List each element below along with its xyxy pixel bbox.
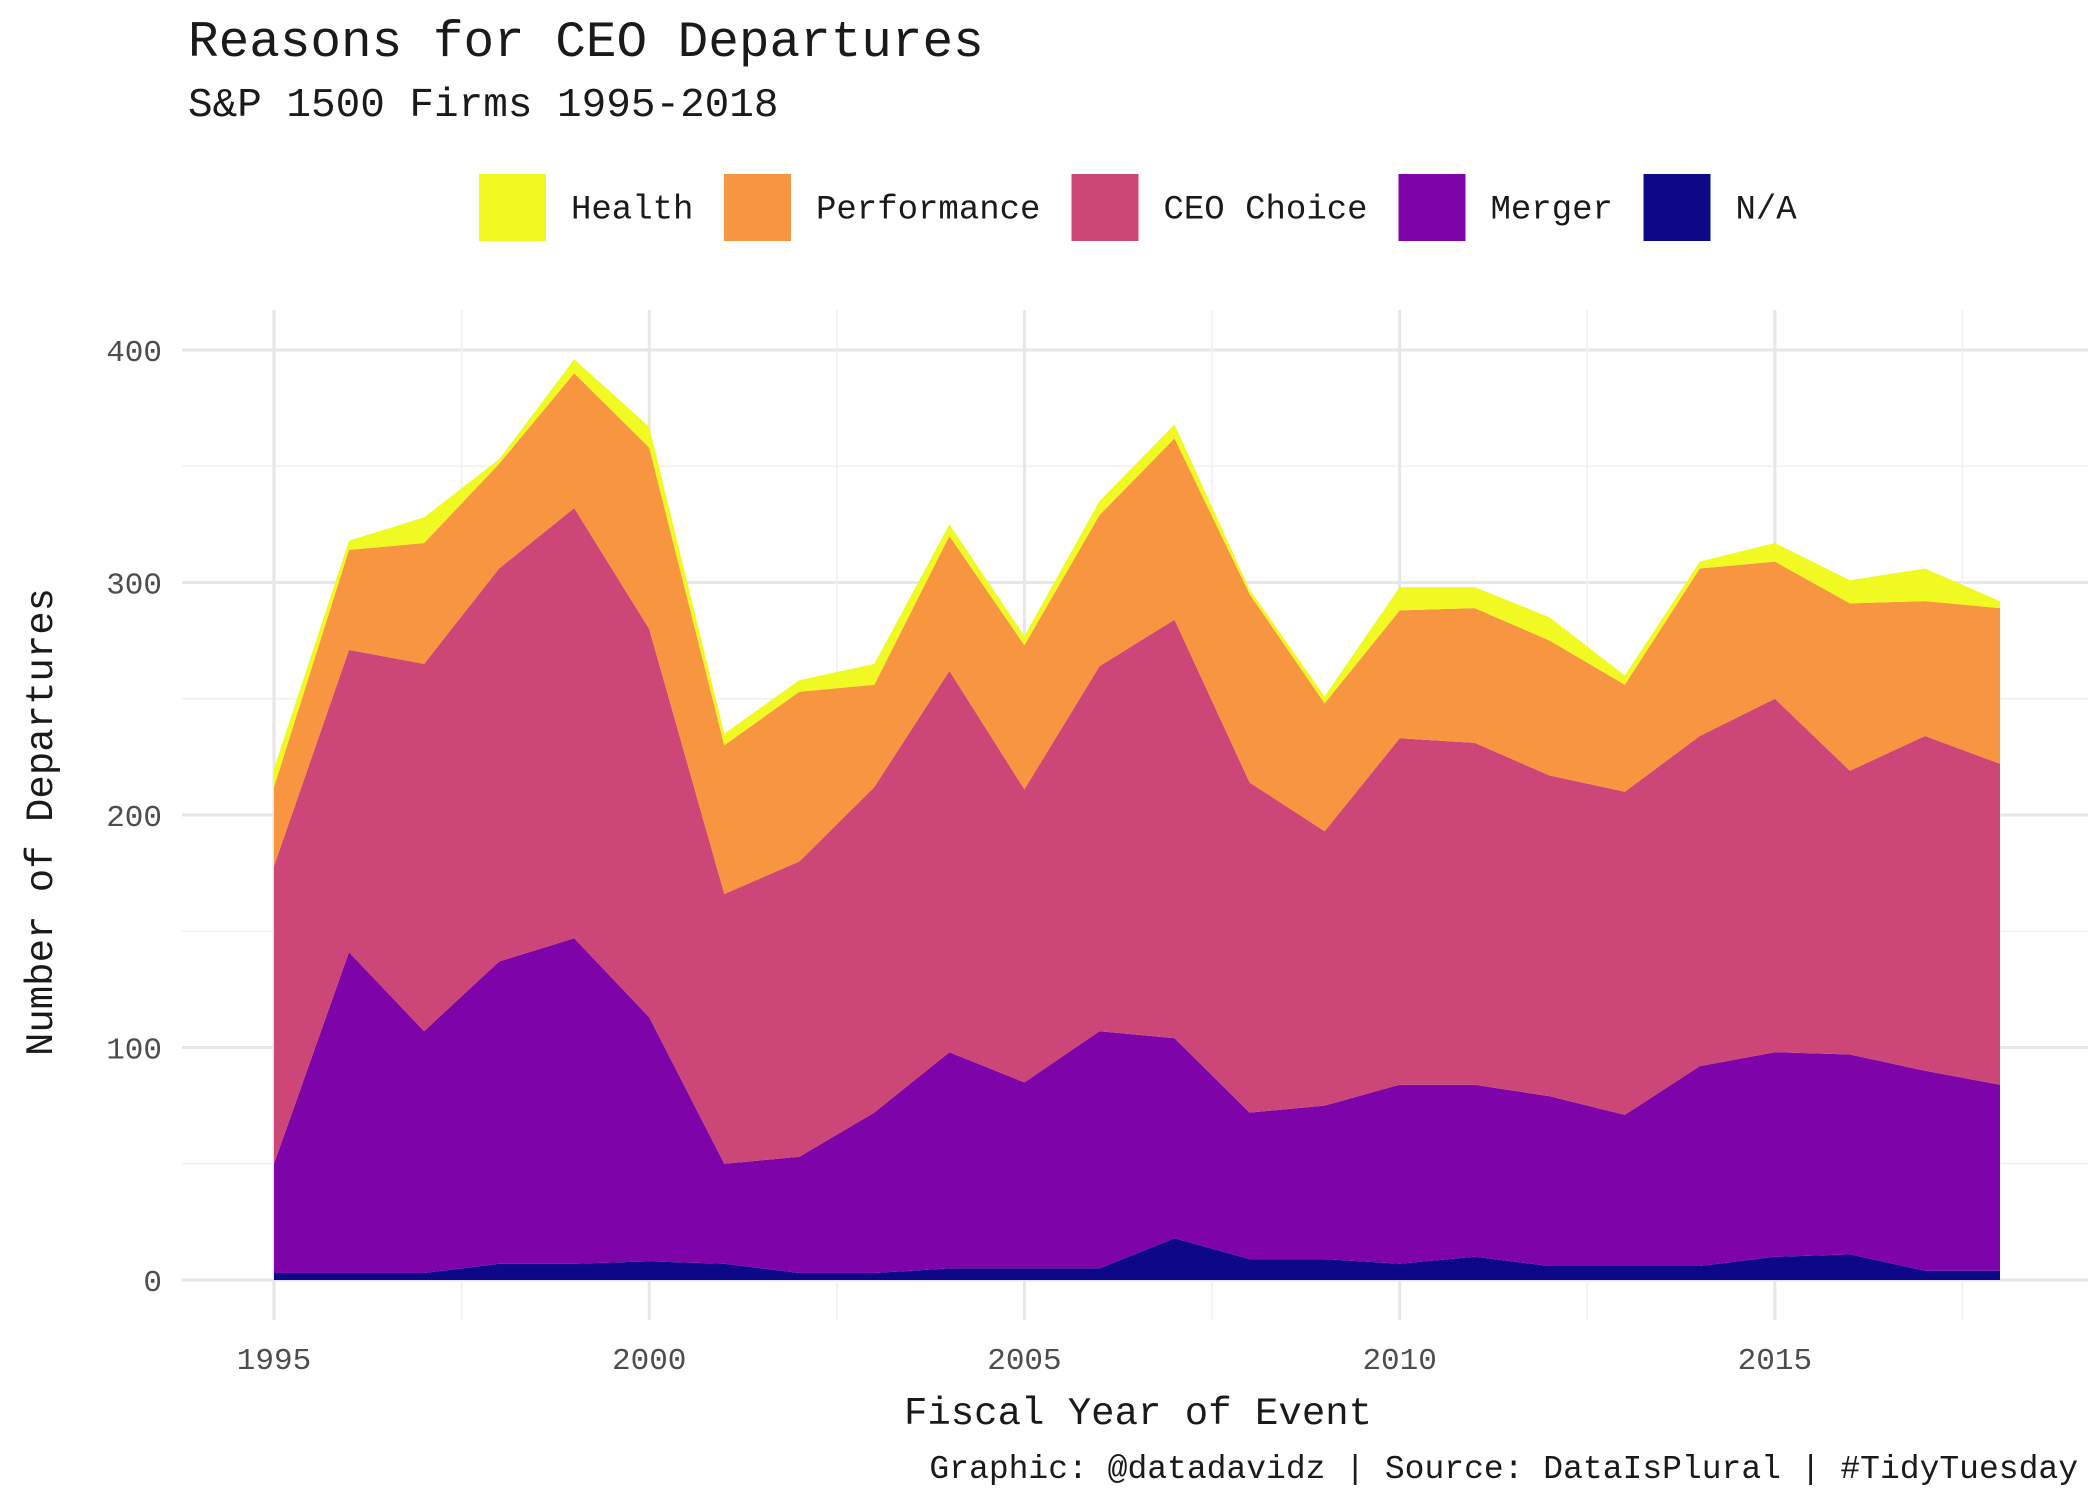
area-series-merger xyxy=(274,938,2000,1273)
x-tick-label: 2015 xyxy=(1738,1344,1812,1379)
plot-areas xyxy=(274,359,2000,1280)
x-tick-label: 2000 xyxy=(612,1344,686,1379)
legend-key-n-a xyxy=(1643,174,1711,241)
legend-label-n-a: N/A xyxy=(1736,192,1798,230)
area-series-ceo-choice xyxy=(274,508,2000,1164)
area-series-performance xyxy=(274,373,2000,894)
y-axis-ticks: 0 100 200 300 400 xyxy=(106,336,162,1301)
legend-key-health xyxy=(479,174,546,241)
x-tick-label: 2010 xyxy=(1362,1344,1436,1379)
legend: Health Performance CEO Choice Merger N/A xyxy=(479,174,1797,241)
y-tick-label: 100 xyxy=(106,1034,162,1069)
y-tick-label: 200 xyxy=(106,801,162,836)
legend-label-health: Health xyxy=(571,192,693,230)
legend-label-ceo-choice: CEO Choice xyxy=(1164,192,1368,230)
legend-key-ceo-choice xyxy=(1071,174,1139,241)
y-tick-label: 0 xyxy=(143,1266,162,1301)
x-axis-title: Fiscal Year of Event xyxy=(904,1392,1372,1436)
y-tick-label: 400 xyxy=(106,336,162,371)
y-tick-label: 300 xyxy=(106,569,162,604)
x-tick-label: 1995 xyxy=(237,1344,311,1379)
legend-label-performance: Performance xyxy=(816,192,1040,230)
x-axis-ticks: 1995 2000 2005 2010 2015 xyxy=(237,1344,1812,1379)
chart-subtitle: S&P 1500 Firms 1995-2018 xyxy=(188,83,779,129)
legend-key-performance xyxy=(724,174,791,241)
y-axis-title: Number of Departures xyxy=(20,588,64,1056)
legend-label-merger: Merger xyxy=(1491,192,1613,230)
x-tick-label: 2005 xyxy=(987,1344,1061,1379)
legend-key-merger xyxy=(1398,174,1466,241)
chart-title: Reasons for CEO Departures xyxy=(188,15,984,72)
chart-caption: Graphic: @datadavidz | Source: DataIsPlu… xyxy=(929,1451,2078,1488)
area-series-n-a xyxy=(274,1238,2000,1280)
